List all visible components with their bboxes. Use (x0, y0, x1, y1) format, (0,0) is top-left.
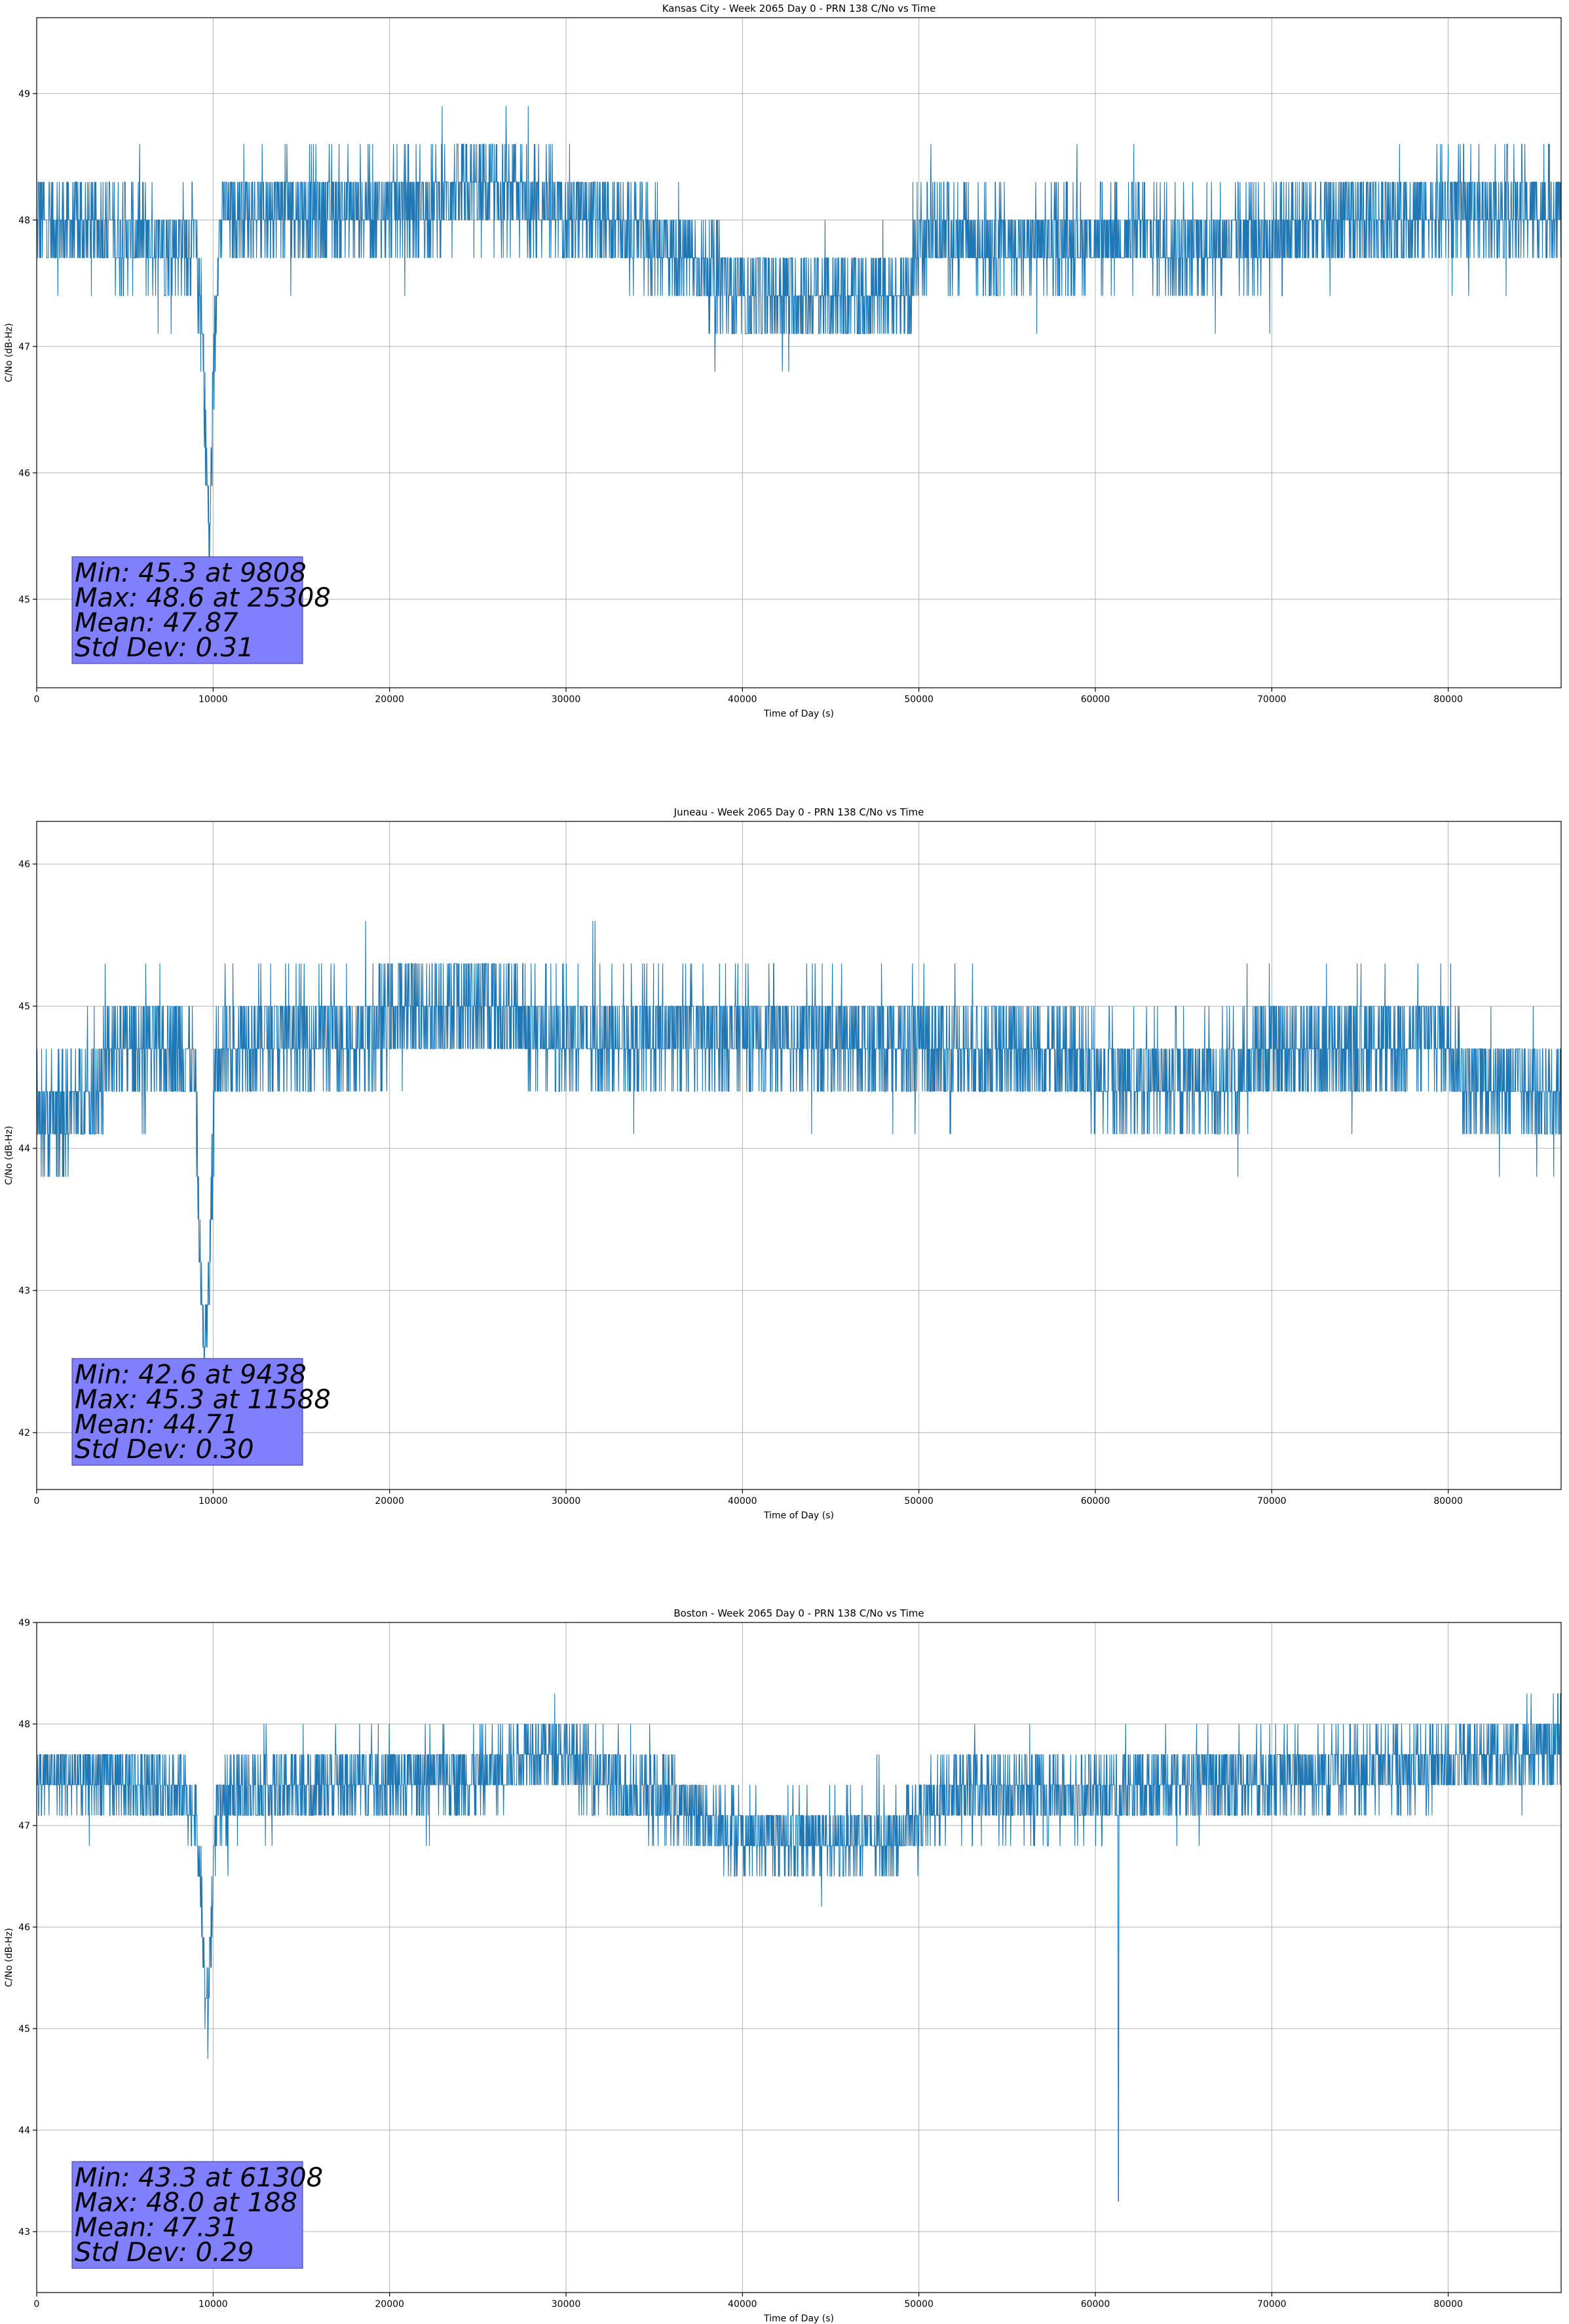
y-tick-label: 46 (18, 468, 30, 479)
x-axis-label: Time of Day (s) (763, 2314, 834, 2324)
plot-frame (36, 17, 1562, 688)
y-tick-label: 45 (18, 2024, 30, 2034)
x-tick-label: 0 (34, 1496, 40, 1507)
stat-min: Min: 45.3 at 9808 (75, 558, 307, 588)
x-tick-label: 30000 (552, 1496, 581, 1507)
plot-frame (36, 821, 1562, 1490)
stats-box (71, 1358, 303, 1466)
y-tick-label: 44 (18, 2126, 30, 2136)
chart-panel-2: 0 10000 20000 30000 40000 50000 60000 70000 8000… (4, 806, 1562, 1521)
x-tick-label: 70000 (1257, 1496, 1287, 1507)
stat-mean: Mean: 47.31 (75, 2213, 238, 2243)
y-tick-label: 43 (18, 2227, 30, 2238)
x-tick-label: 80000 (1433, 694, 1463, 705)
y-axis-label: C/No (dB-Hz) (4, 1928, 14, 1987)
x-axis-label: Time of Day (s) (763, 1510, 834, 1521)
x-tick-label: 10000 (198, 694, 228, 705)
x-tick-label: 40000 (728, 2299, 757, 2310)
x-tick-label: 0 (34, 694, 40, 705)
chart-panel-3: 0 10000 20000 30000 40000 50000 60000 70000 8000… (4, 1607, 1562, 2324)
x-tick-label: 10000 (198, 1496, 228, 1507)
y-tick-label: 42 (18, 1428, 30, 1438)
stat-std: Std Dev: 0.30 (75, 1434, 254, 1465)
y-tick-label: 46 (18, 1922, 30, 1933)
series-line (36, 920, 1562, 1391)
y-tick-label: 43 (18, 1286, 30, 1296)
x-tick-label: 60000 (1081, 694, 1110, 705)
series-line (37, 106, 1562, 562)
x-tick-label: 40000 (728, 1496, 757, 1507)
y-tick-label: 48 (18, 1719, 30, 1730)
y-tick-label: 46 (18, 859, 30, 870)
x-tick-label: 20000 (375, 694, 404, 705)
chart-panel-1: 0 10000 20000 30000 40000 50000 60000 70000 8000… (4, 3, 1562, 719)
x-tick-label: 60000 (1081, 1496, 1110, 1507)
y-axis-label: C/No (dB-Hz) (4, 323, 14, 382)
chart-title: Juneau - Week 2065 Day 0 - PRN 138 C/No … (673, 806, 924, 818)
y-axis-label: C/No (dB-Hz) (4, 1126, 14, 1185)
y-tick-label: 48 (18, 216, 30, 226)
chart-title: Boston - Week 2065 Day 0 - PRN 138 C/No … (673, 1607, 924, 1619)
stat-max: Max: 48.0 at 188 (75, 2188, 297, 2218)
x-tick-label: 30000 (552, 694, 581, 705)
x-tick-label: 70000 (1257, 2299, 1287, 2310)
plot-frame (36, 1622, 1562, 2293)
stat-std: Std Dev: 0.31 (75, 633, 254, 663)
x-tick-label: 40000 (728, 694, 757, 705)
x-tick-label: 50000 (904, 694, 934, 705)
x-tick-label: 20000 (375, 2299, 404, 2310)
chart-title: Kansas City - Week 2065 Day 0 - PRN 138 … (662, 3, 936, 14)
y-tick-label: 47 (18, 1821, 30, 1831)
stat-max: Max: 48.6 at 25308 (75, 583, 331, 613)
x-tick-label: 60000 (1081, 2299, 1110, 2310)
x-tick-label: 70000 (1257, 694, 1287, 705)
x-tick-label: 20000 (375, 1496, 404, 1507)
y-tick-label: 47 (18, 342, 30, 352)
x-axis-label: Time of Day (s) (763, 709, 834, 719)
y-tick-label: 45 (18, 595, 30, 605)
series-line (37, 1693, 1562, 2202)
stat-mean: Mean: 47.87 (75, 608, 238, 638)
stat-std: Std Dev: 0.29 (75, 2238, 254, 2268)
stat-min: Min: 42.6 at 9438 (75, 1360, 307, 1390)
stats-box (71, 556, 303, 664)
stat-min: Min: 43.3 at 61308 (75, 2163, 323, 2193)
y-tick-label: 45 (18, 1002, 30, 1012)
x-tick-label: 50000 (904, 1496, 934, 1507)
x-tick-label: 30000 (552, 2299, 581, 2310)
y-tick-label: 49 (18, 89, 30, 100)
x-tick-label: 80000 (1433, 2299, 1463, 2310)
stat-max: Max: 45.3 at 11588 (75, 1385, 331, 1415)
x-tick-label: 0 (34, 2299, 40, 2310)
x-tick-label: 10000 (198, 2299, 228, 2310)
x-tick-label: 50000 (904, 2299, 934, 2310)
x-tick-label: 80000 (1433, 1496, 1463, 1507)
stats-box (71, 2161, 303, 2269)
stat-mean: Mean: 44.71 (75, 1410, 238, 1440)
y-tick-label: 49 (18, 1618, 30, 1628)
y-tick-label: 44 (18, 1144, 30, 1154)
